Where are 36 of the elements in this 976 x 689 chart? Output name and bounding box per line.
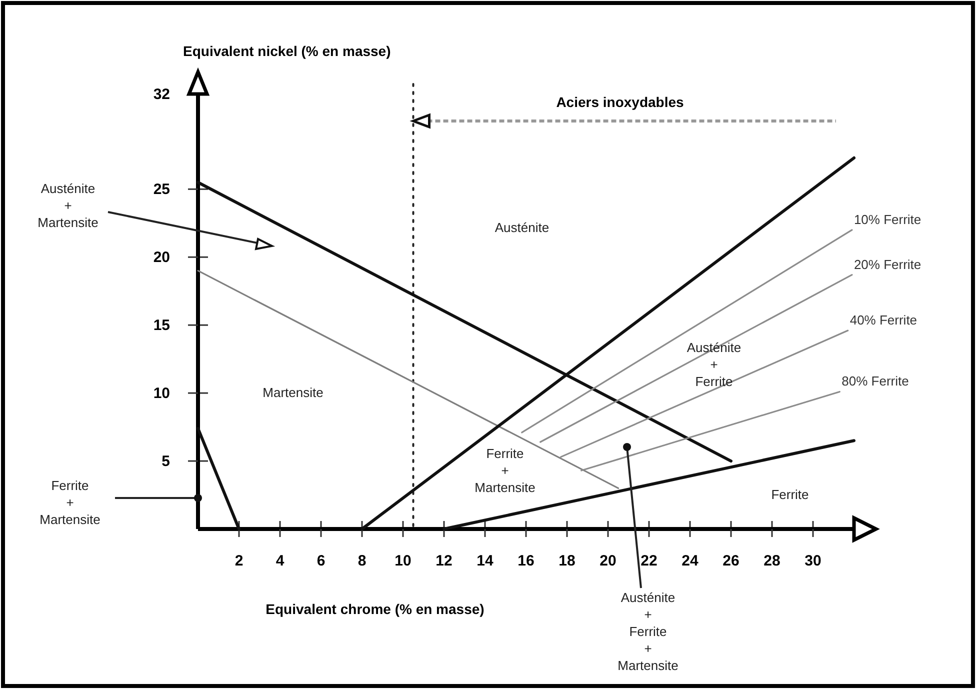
series-label: 40% Ferrite: [850, 312, 918, 328]
annotation: Ferrite: [771, 487, 809, 502]
y-axis-title: Equivalent nickel (% en masse): [183, 43, 391, 59]
y-tick-label: 5: [162, 452, 170, 470]
series-label: 80% Ferrite: [842, 374, 909, 389]
y-tick-label: 10: [153, 384, 170, 402]
annotation: Austénite: [494, 220, 550, 235]
x-tick-label: 4: [276, 552, 285, 570]
x-tick-label: 12: [436, 552, 452, 570]
annotation: Martensite: [262, 385, 324, 400]
x-tick-label: 20: [600, 552, 616, 570]
x-tick-label: 14: [476, 552, 494, 570]
annotation: Austénite + Ferrite: [686, 340, 742, 389]
x-tick-label: 2: [234, 552, 244, 570]
x-tick-label: 22: [640, 552, 658, 570]
annotation: Ferrite + Martensite: [474, 446, 536, 495]
series-label: 10% Ferrite: [854, 212, 922, 227]
x-tick-label: 30: [804, 552, 822, 570]
x-tick-label: 16: [518, 552, 534, 570]
x-tick-label: 10: [394, 552, 412, 570]
y-tick-label: 20: [153, 248, 170, 266]
x-tick-label: 26: [722, 552, 740, 570]
y-tick-label: 15: [153, 316, 170, 334]
y-tick-label: 25: [153, 180, 170, 198]
x-tick-label: 24: [682, 552, 699, 570]
text: Ferrite + Martensite: [40, 478, 100, 527]
text: Austénite + Ferrite + Martensite: [618, 590, 678, 673]
x-tick-label: 28: [764, 552, 780, 570]
annotation: Aciers inoxydables: [556, 94, 684, 110]
x-tick-label: 18: [558, 552, 576, 570]
x-tick-label: 6: [316, 552, 326, 570]
x-axis-title: Equivalent chrome (% en masse): [266, 601, 484, 617]
series-label: 20% Ferrite: [854, 256, 922, 272]
y-tick-label: 32: [153, 86, 170, 103]
text: Austénite + Martensite: [38, 181, 98, 230]
x-tick-label: 8: [358, 552, 366, 570]
